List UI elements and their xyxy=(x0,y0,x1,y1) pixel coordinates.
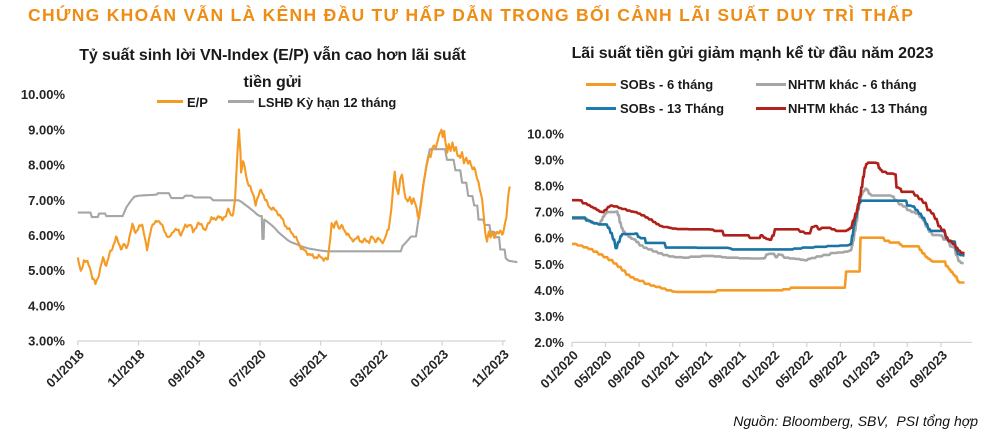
svg-text:03/2022: 03/2022 xyxy=(347,347,391,391)
svg-text:5.00%: 5.00% xyxy=(28,263,65,278)
svg-text:09/2019: 09/2019 xyxy=(164,347,208,391)
svg-text:8.00%: 8.00% xyxy=(28,158,65,173)
svg-text:01/2018: 01/2018 xyxy=(43,347,87,391)
svg-text:8.0%: 8.0% xyxy=(534,179,564,194)
svg-text:7.00%: 7.00% xyxy=(28,193,65,208)
svg-text:11/2023: 11/2023 xyxy=(469,347,512,390)
svg-text:2.0%: 2.0% xyxy=(534,335,564,350)
svg-text:4.0%: 4.0% xyxy=(534,283,564,298)
svg-text:4.00%: 4.00% xyxy=(28,298,65,313)
svg-text:10.00%: 10.00% xyxy=(21,87,66,102)
svg-text:11/2018: 11/2018 xyxy=(104,347,147,390)
svg-text:9.00%: 9.00% xyxy=(28,122,65,137)
svg-text:09/2023: 09/2023 xyxy=(906,347,950,391)
svg-text:5.0%: 5.0% xyxy=(534,257,564,272)
svg-text:9.0%: 9.0% xyxy=(534,153,564,168)
svg-text:7.0%: 7.0% xyxy=(534,205,564,220)
svg-text:05/2021: 05/2021 xyxy=(286,347,330,391)
svg-text:3.00%: 3.00% xyxy=(28,334,65,349)
svg-text:01/2023: 01/2023 xyxy=(407,347,451,391)
svg-text:3.0%: 3.0% xyxy=(534,309,564,324)
svg-text:6.00%: 6.00% xyxy=(28,228,65,243)
svg-text:10.0%: 10.0% xyxy=(527,127,564,142)
svg-text:6.0%: 6.0% xyxy=(534,231,564,246)
svg-text:07/2020: 07/2020 xyxy=(225,347,269,391)
